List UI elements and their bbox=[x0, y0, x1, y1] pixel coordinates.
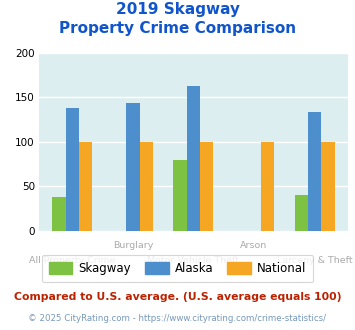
Text: Compared to U.S. average. (U.S. average equals 100): Compared to U.S. average. (U.S. average … bbox=[14, 292, 341, 302]
Text: Larceny & Theft: Larceny & Theft bbox=[277, 256, 353, 265]
Bar bbox=[126, 103, 140, 231]
Text: Property Crime Comparison: Property Crime Comparison bbox=[59, 21, 296, 36]
Bar bbox=[308, 113, 321, 231]
Bar bbox=[174, 160, 187, 231]
Bar bbox=[261, 142, 274, 231]
Bar bbox=[53, 197, 66, 231]
Text: 2019 Skagway: 2019 Skagway bbox=[115, 2, 240, 16]
Text: Arson: Arson bbox=[240, 241, 268, 250]
Bar bbox=[200, 142, 213, 231]
Bar bbox=[66, 108, 79, 231]
Text: Motor Vehicle Theft: Motor Vehicle Theft bbox=[147, 256, 240, 265]
Legend: Skagway, Alaska, National: Skagway, Alaska, National bbox=[42, 255, 313, 282]
Text: Burglary: Burglary bbox=[113, 241, 153, 250]
Bar bbox=[187, 86, 200, 231]
Bar bbox=[79, 142, 92, 231]
Text: All Property Crime: All Property Crime bbox=[29, 256, 116, 265]
Bar bbox=[295, 195, 308, 231]
Bar bbox=[321, 142, 334, 231]
Bar bbox=[140, 142, 153, 231]
Text: © 2025 CityRating.com - https://www.cityrating.com/crime-statistics/: © 2025 CityRating.com - https://www.city… bbox=[28, 314, 327, 323]
